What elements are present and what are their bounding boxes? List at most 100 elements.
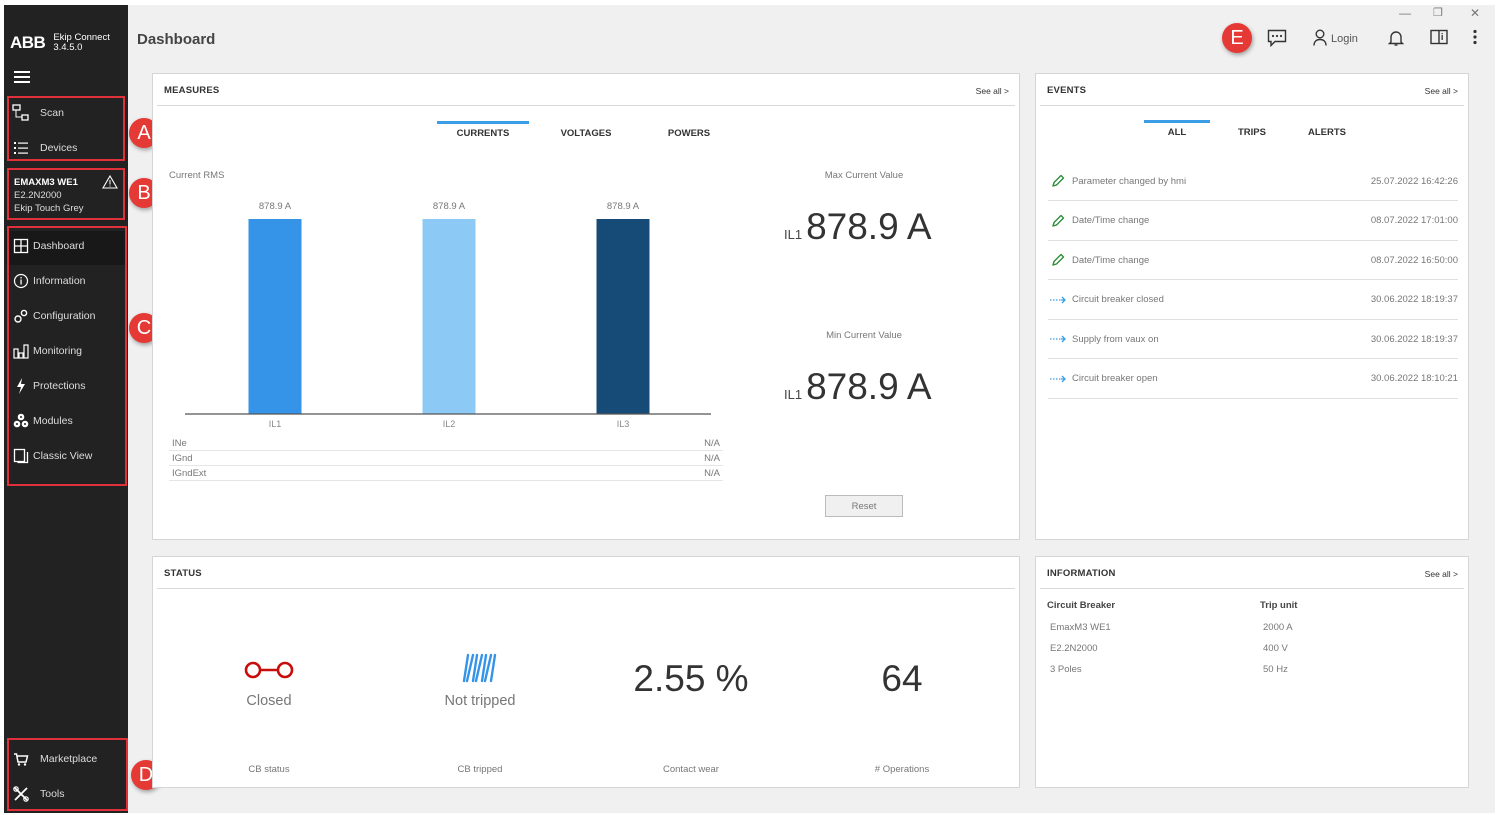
warning-icon[interactable] (102, 174, 118, 194)
measures-card: MEASURES See all > CURRENTS VOLTAGES POW… (152, 73, 1020, 540)
close-button[interactable]: ✕ (1470, 6, 1481, 20)
tab-alerts[interactable]: ALERTS (1308, 127, 1346, 138)
cb-poles: 3 Poles (1050, 664, 1082, 675)
page-title: Dashboard (137, 31, 216, 48)
event-row[interactable]: Parameter changed by hmi 25.07.2022 16:42… (1048, 162, 1458, 201)
bar-data-label: 878.9 A (433, 201, 466, 212)
cb-status-value: Closed (246, 693, 292, 709)
app-name-text: Ekip Connect (53, 32, 110, 43)
sidebar-item-devices[interactable]: Devices (12, 139, 77, 157)
row-value: N/A (704, 468, 720, 479)
event-row[interactable]: Date/Time change 08.07.2022 16:50:00 (1048, 241, 1458, 280)
event-row[interactable]: Date/Time change 08.07.2022 17:01:00 (1048, 202, 1458, 241)
info-icon (12, 272, 30, 290)
event-row[interactable]: Circuit breaker open 30.06.2022 18:10:21 (1048, 360, 1458, 399)
sidebar-item-label: Tools (40, 788, 65, 800)
device-summary[interactable]: EMAXM3 WE1 E2.2N2000 Ekip Touch Grey (8, 171, 126, 219)
x-tick-label: IL3 (617, 419, 630, 429)
sidebar-item-configuration[interactable]: Configuration (12, 307, 95, 325)
events-card: EVENTS See all > ALL TRIPS ALERTS Parame… (1035, 73, 1469, 540)
lightning-icon (12, 377, 30, 395)
max-current-value: IL1 878.9 A (784, 206, 932, 248)
sidebar-item-label: Configuration (33, 310, 96, 322)
pages-icon (12, 447, 30, 465)
arrow-icon (1048, 334, 1068, 344)
grid-icon (12, 237, 30, 255)
tab-trips[interactable]: TRIPS (1238, 127, 1266, 138)
row-label: IGnd (172, 453, 193, 464)
min-current-label: Min Current Value (826, 330, 902, 341)
device-trip-unit: Ekip Touch Grey (14, 203, 84, 214)
chat-icon (1267, 29, 1287, 50)
card-title: STATUS (164, 568, 202, 579)
abb-logo: ABB (10, 33, 46, 52)
manual-button[interactable] (1430, 29, 1448, 48)
sidebar-item-tools[interactable]: Tools (12, 785, 65, 803)
sidebar: ABB Ekip Connect 3.4.5.0 Scan Devices EM… (4, 5, 128, 813)
table-row: INe N/A (169, 436, 723, 451)
login-button[interactable]: Login (1313, 29, 1358, 49)
annotation-box-d (7, 738, 128, 811)
sidebar-item-classic-view[interactable]: Classic View (12, 447, 92, 465)
card-title: MEASURES (164, 85, 220, 96)
event-text: Date/Time change (1072, 254, 1150, 266)
information-see-all-link[interactable]: See all > (1424, 569, 1458, 579)
tab-powers[interactable]: POWERS (667, 128, 711, 139)
reset-button[interactable]: Reset (825, 495, 903, 517)
card-header: STATUS (157, 557, 1015, 589)
more-menu-button[interactable] (1473, 29, 1477, 48)
pencil-icon (1048, 174, 1068, 188)
contact-wear-caption: Contact wear (663, 764, 719, 775)
event-row[interactable]: Supply from vaux on 30.06.2022 18:19:37 (1048, 320, 1458, 359)
tab-voltages[interactable]: VOLTAGES (560, 128, 612, 139)
cb-model: EmaxM3 WE1 (1050, 622, 1111, 633)
bar-data-label: 878.9 A (607, 201, 640, 212)
bar-il2 (422, 219, 476, 414)
active-tab-indicator (437, 121, 529, 124)
operations-value: 64 (881, 658, 923, 699)
tab-currents[interactable]: CURRENTS (456, 128, 510, 139)
sidebar-item-scan[interactable]: Scan (12, 104, 64, 122)
event-time: 08.07.2022 16:50:00 (1370, 254, 1458, 266)
sidebar-item-label: Devices (40, 142, 78, 154)
measures-see-all-link[interactable]: See all > (975, 86, 1009, 96)
circuit-breaker-header: Circuit Breaker (1047, 600, 1116, 611)
tu-rated-current: 2000 A (1263, 622, 1293, 633)
tu-frequency: 50 Hz (1263, 664, 1288, 675)
manual-icon (1430, 29, 1448, 48)
chart-title: Current RMS (169, 170, 225, 181)
more-vert-icon (1473, 29, 1477, 48)
hamburger-menu-icon[interactable] (14, 71, 30, 85)
scan-icon (12, 104, 30, 122)
sidebar-item-monitoring[interactable]: Monitoring (12, 342, 82, 360)
arrow-icon (1048, 295, 1068, 305)
notifications-button[interactable] (1387, 29, 1405, 50)
current-rms-bar-chart: 878.9 A IL1 878.9 A IL2 878.9 A IL3 (185, 201, 711, 429)
event-text: Date/Time change (1072, 215, 1150, 226)
sidebar-item-modules[interactable]: Modules (12, 412, 73, 430)
row-label: INe (172, 438, 187, 449)
restore-button[interactable]: ❐ (1433, 7, 1443, 19)
annotation-box-a (7, 96, 125, 161)
bar-il1 (248, 219, 302, 414)
event-row[interactable]: Circuit breaker closed 30.06.2022 18:19:3… (1048, 281, 1458, 320)
minimize-button[interactable]: — (1399, 6, 1411, 20)
trip-unit-header: Trip unit (1260, 600, 1298, 611)
tab-all[interactable]: ALL (1167, 127, 1187, 138)
gears-icon (12, 307, 30, 325)
sidebar-item-marketplace[interactable]: Marketplace (12, 750, 97, 768)
user-icon (1313, 29, 1327, 49)
min-current-value: IL1 878.9 A (784, 366, 932, 408)
status-card: STATUS Closed CB status Not tripped CB t… (152, 556, 1020, 788)
sidebar-item-label: Scan (40, 107, 64, 119)
list-icon (12, 139, 30, 157)
sidebar-item-protections[interactable]: Protections (12, 377, 86, 395)
sidebar-item-information[interactable]: Information (12, 272, 86, 290)
card-title: EVENTS (1047, 85, 1087, 96)
events-see-all-link[interactable]: See all > (1424, 86, 1458, 96)
chat-button[interactable] (1267, 29, 1287, 50)
x-tick-label: IL1 (269, 419, 282, 429)
sidebar-item-dashboard[interactable]: Dashboard (12, 237, 84, 255)
card-title: INFORMATION (1047, 568, 1116, 579)
device-model: E2.2N2000 (14, 190, 62, 201)
